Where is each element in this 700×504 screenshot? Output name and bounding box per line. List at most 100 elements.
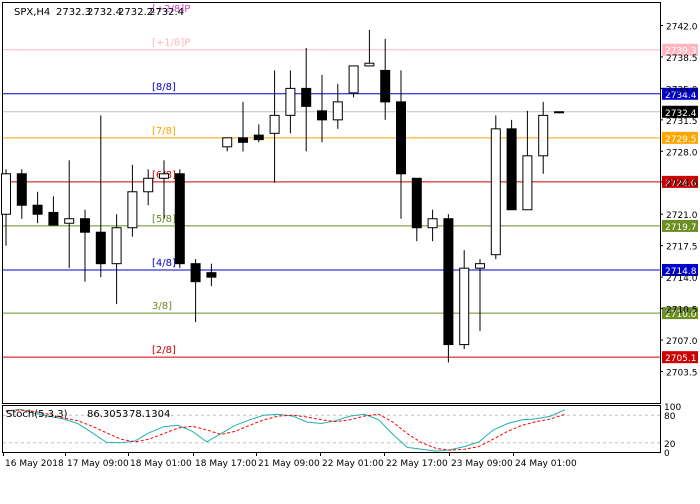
candle — [80, 209, 90, 282]
time-tick-label: 18 May 17:00 — [195, 459, 257, 469]
price-tick-label: 2728.0 — [666, 148, 698, 158]
candle — [317, 74, 327, 143]
candle — [427, 209, 438, 242]
level-price-tag-bg — [662, 87, 698, 100]
candle — [174, 169, 185, 269]
candle — [48, 196, 59, 226]
candle-body-bull — [538, 114, 549, 157]
current-price-tag: 2732.4 — [662, 105, 698, 119]
level-price-tag-bg — [662, 43, 698, 56]
candle-body-bear — [95, 231, 106, 265]
candle-body-bear — [16, 173, 27, 206]
candle-body-bull — [222, 137, 233, 148]
symbol-title: SPX,H4 — [14, 7, 50, 18]
level-price-tag-text: 2729.5 — [665, 135, 697, 145]
candle-body-bull — [285, 87, 296, 116]
candle — [159, 160, 169, 219]
candle — [64, 160, 75, 269]
time-tick-label: 22 May 01:00 — [322, 459, 384, 469]
level-price-tag: 2729.5 — [662, 131, 698, 145]
time-tick-label: 22 May 17:00 — [386, 459, 448, 469]
candle — [475, 259, 485, 332]
candle — [127, 164, 138, 237]
time-axis: 16 May 2018 17 May 09:00 18 May 01:00 18 Ma… — [3, 452, 577, 469]
candle-body-bull — [427, 218, 438, 229]
candle-body-bear — [32, 204, 43, 215]
time-tick-label: 17 May 09:00 — [67, 459, 129, 469]
candle-body-bear — [506, 128, 517, 211]
candle-body-bear — [411, 177, 422, 229]
level-price-tag: 2719.7 — [662, 219, 698, 233]
level-price-tag-text: 2724.6 — [665, 179, 697, 189]
level-price-tag: 2724.6 — [662, 175, 698, 189]
stoch-title: Stoch(5,3,3) — [6, 409, 68, 420]
candle-body-bull — [111, 227, 122, 265]
candle-body-bear — [396, 101, 406, 175]
candle-body-bear — [190, 263, 201, 283]
stoch-main-value: 86.3053 — [87, 409, 128, 420]
candle — [554, 111, 564, 114]
stoch-signal-value: 78.1304 — [129, 409, 170, 420]
candle — [238, 101, 248, 152]
ohlc-open: 2732.3 — [56, 7, 91, 18]
stoch-tick-label: 80 — [664, 412, 676, 422]
candle — [253, 124, 264, 143]
candle — [396, 70, 406, 219]
murrey-levels: [+2/8]P[+1/8]P[8/8][7/8][6/8][5/8][4/8]3… — [3, 4, 660, 358]
candle — [143, 169, 154, 206]
level-price-tag: 2710.0 — [662, 307, 698, 320]
stoch-panel-frame — [2, 405, 661, 453]
stoch-signal-line — [5, 409, 566, 451]
price-tick-label: 2735.0 — [666, 85, 698, 95]
time-tick-label: 18 May 01:00 — [130, 459, 192, 469]
candle — [380, 38, 391, 120]
candle — [506, 119, 517, 211]
candle — [522, 110, 533, 211]
murrey-label: [8/8] — [152, 82, 176, 93]
candle — [111, 214, 122, 305]
candle-body-bull — [364, 62, 375, 67]
candle-body-bull — [554, 111, 564, 114]
current-price-tag-text: 2732.4 — [665, 109, 697, 119]
candle-body-bear — [380, 69, 391, 103]
candle-body-bull — [143, 177, 154, 193]
murrey-label: [+1/8]P — [152, 38, 190, 49]
price-tick-label: 2721.0 — [666, 211, 698, 221]
level-price-tag-text: 2739.3 — [665, 47, 697, 57]
ohlc-high: 2732.4 — [87, 7, 122, 18]
candle-body-bear — [443, 218, 454, 346]
murrey-label: [7/8] — [152, 126, 176, 137]
candle — [1, 169, 11, 246]
time-tick-label: 23 May 09:00 — [451, 459, 513, 469]
level-price-tag-bg — [662, 351, 698, 364]
ohlc-low: 2732.2 — [118, 7, 153, 18]
stoch-tick-label: 20 — [664, 440, 676, 450]
candle — [459, 250, 470, 350]
candle — [332, 83, 343, 129]
candle-body-bear — [174, 173, 185, 265]
candle-body-bear — [48, 211, 59, 226]
level-price-tag-text: 2705.1 — [665, 354, 697, 364]
candle-body-bull — [522, 155, 533, 211]
candle — [95, 115, 106, 278]
price-tick-label: 2707.0 — [666, 337, 698, 347]
current-price-tag-bg — [662, 105, 698, 118]
candle — [301, 47, 312, 152]
price-tick-label: 2714.0 — [666, 274, 698, 284]
murrey-label: [+2/8]P — [152, 4, 190, 15]
level-price-tag: 2734.4 — [662, 87, 698, 101]
candle-body-bull — [269, 114, 280, 134]
candle-body-bull — [475, 263, 485, 269]
price-tick-label: 2703.5 — [666, 369, 698, 379]
level-price-tag-bg — [662, 307, 698, 320]
candle-body-bear — [206, 272, 217, 278]
level-price-tag-text: 2719.7 — [665, 223, 697, 233]
murrey-label: [2/8] — [152, 345, 176, 356]
candle — [538, 101, 549, 174]
candle-body-bull — [459, 267, 470, 346]
level-price-tag: 2739.3 — [662, 43, 698, 57]
price-tick-label: 2717.5 — [666, 243, 698, 253]
